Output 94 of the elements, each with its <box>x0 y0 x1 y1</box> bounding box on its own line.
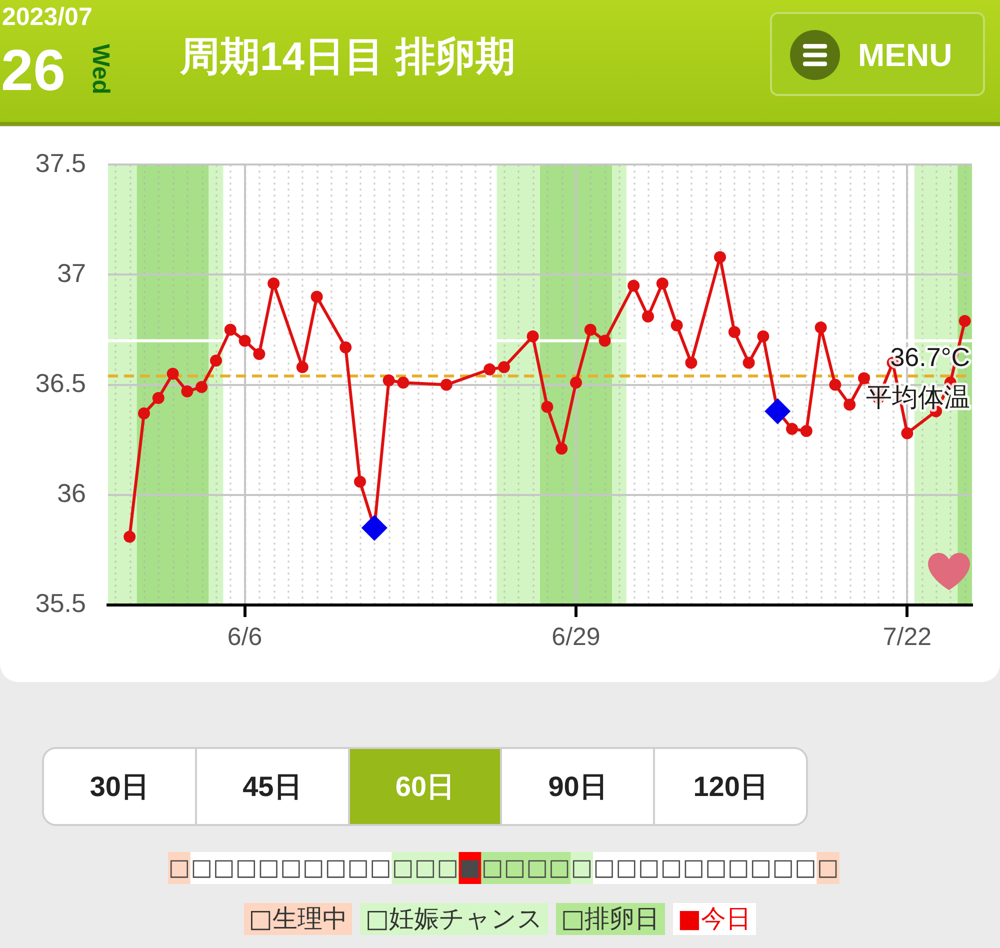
point <box>166 368 179 380</box>
point <box>238 334 251 347</box>
x-tick-label: 6/29 <box>552 622 600 651</box>
point <box>858 372 870 384</box>
point <box>786 422 798 435</box>
text: ■ <box>459 854 481 881</box>
text: □ <box>772 854 794 881</box>
point <box>181 385 194 398</box>
point <box>361 514 388 541</box>
point <box>253 348 266 360</box>
point <box>714 251 726 264</box>
point <box>224 324 236 336</box>
point <box>382 374 395 386</box>
y-tick-label: 36.5 <box>35 368 86 398</box>
text: 2023/07 <box>2 2 92 32</box>
point <box>196 381 208 393</box>
point <box>556 442 568 455</box>
text: □ <box>682 854 704 881</box>
point <box>340 341 352 354</box>
y-tick-label: 36 <box>57 478 86 508</box>
point <box>800 425 812 438</box>
text: □ <box>347 854 369 881</box>
point <box>829 378 842 391</box>
point <box>628 280 640 292</box>
point <box>685 356 698 369</box>
point <box>742 356 755 369</box>
text: □ <box>526 854 548 881</box>
point <box>138 407 150 420</box>
text: □ <box>750 854 772 881</box>
tab: 60日 <box>348 749 500 824</box>
text: □妊娠チャンス <box>360 903 548 935</box>
text: □ <box>660 854 682 881</box>
y-tick-label: 37 <box>57 258 86 288</box>
text: □ <box>370 854 392 881</box>
text: □ <box>168 854 190 881</box>
text: □ <box>481 854 504 881</box>
y-tick-label: 35.5 <box>35 588 86 618</box>
point <box>526 330 539 342</box>
text: □ <box>548 854 570 881</box>
point <box>124 530 136 543</box>
point <box>440 378 452 391</box>
point <box>484 363 496 376</box>
point <box>844 398 856 411</box>
point <box>210 354 222 367</box>
text: □ <box>570 854 593 881</box>
point <box>570 376 582 389</box>
text: □ <box>436 854 458 881</box>
point <box>728 326 740 338</box>
point <box>541 400 554 413</box>
y-tick-label: 37.5 <box>35 148 86 178</box>
menu-button: MENU <box>770 12 985 96</box>
point <box>268 278 280 290</box>
x-tick-label: 6/6 <box>227 622 262 651</box>
point <box>814 322 827 334</box>
point <box>310 290 323 303</box>
point <box>397 376 410 389</box>
text: □ <box>258 854 280 881</box>
text: □ <box>616 854 638 881</box>
text: □排卵日 <box>556 903 665 935</box>
text: Wed <box>86 44 114 94</box>
point <box>901 427 914 440</box>
text: □ <box>705 854 727 881</box>
point <box>498 361 510 374</box>
text: □ <box>593 854 616 881</box>
text: □生理中 <box>244 903 352 935</box>
text: □ <box>504 854 526 881</box>
point <box>757 330 770 342</box>
point <box>296 361 308 374</box>
text: □ <box>280 854 302 881</box>
text: □ <box>392 854 414 881</box>
text: 26 <box>1 38 66 104</box>
point <box>656 278 668 290</box>
point <box>354 476 366 488</box>
text: □ <box>794 854 816 881</box>
point <box>642 310 654 323</box>
point <box>670 319 683 332</box>
chart-title: 周期14日目 排卵期 <box>180 34 516 81</box>
text: □ <box>302 854 324 881</box>
text: □ <box>816 854 839 881</box>
text: □ <box>235 854 258 881</box>
text: □ <box>213 854 235 881</box>
tab: 120日 <box>653 749 806 824</box>
point <box>764 398 791 424</box>
text: □ <box>324 854 347 881</box>
point <box>584 324 596 336</box>
point <box>598 334 611 347</box>
point <box>958 314 971 327</box>
text: □ <box>727 854 750 881</box>
text: □ <box>638 854 660 881</box>
point <box>152 392 164 404</box>
x-tick-label: 7/22 <box>882 622 932 651</box>
text: □ <box>190 854 212 881</box>
text: ■今日 <box>672 903 756 935</box>
text: □ <box>414 854 436 881</box>
